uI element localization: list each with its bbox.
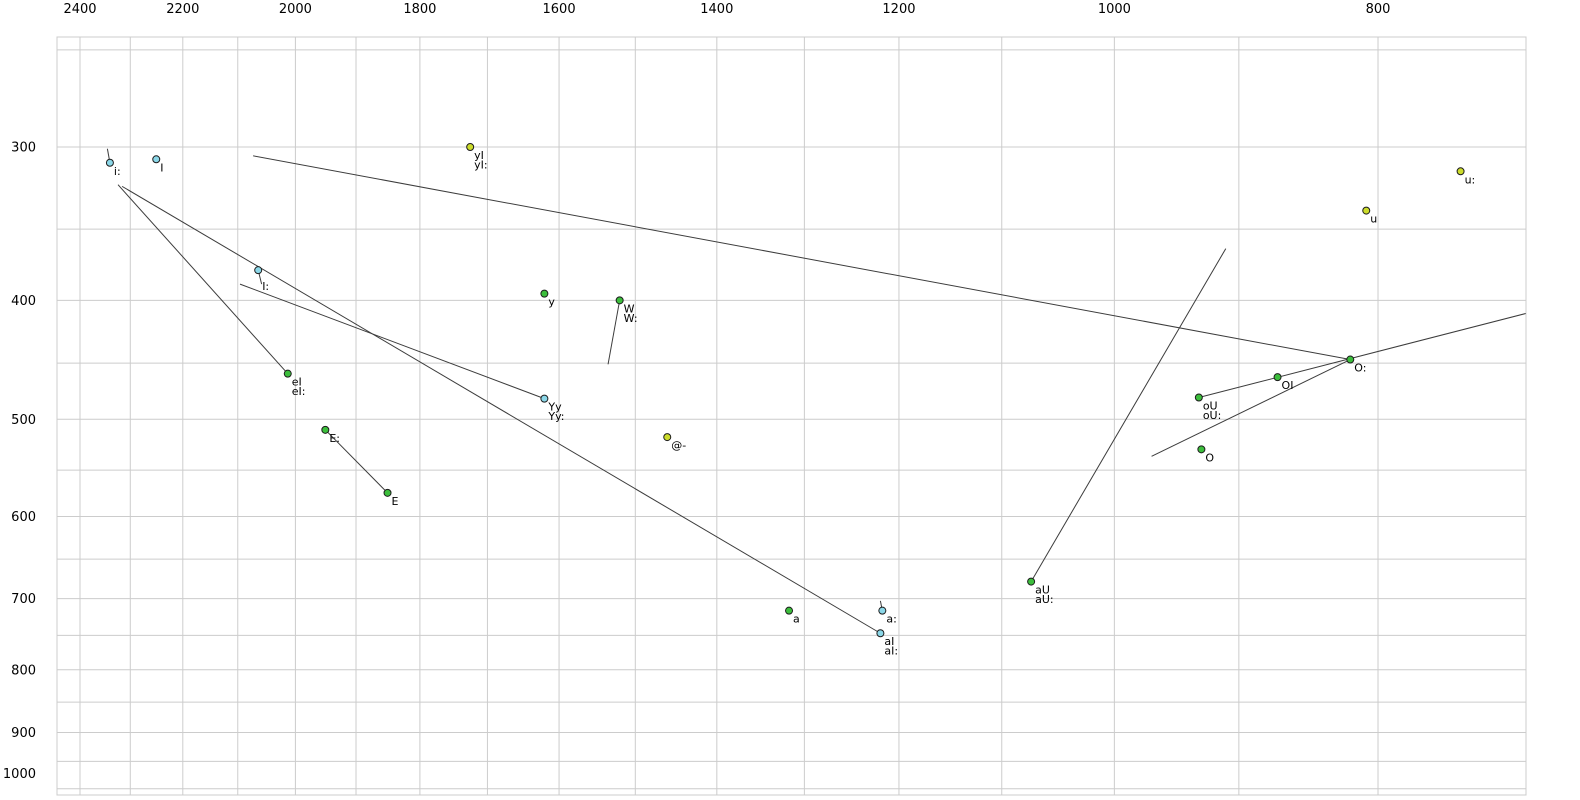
point-label: yI xyxy=(474,149,484,162)
vowel-point[interactable] xyxy=(615,296,624,305)
y-axis-tick-label: 300 xyxy=(11,141,36,156)
vowel-point[interactable] xyxy=(383,488,392,497)
x-axis-tick-label: 1400 xyxy=(700,2,733,17)
trajectory-line xyxy=(324,429,388,494)
point-label: I: xyxy=(262,280,269,293)
point-label: eI: xyxy=(292,385,306,398)
vowel-point[interactable] xyxy=(105,158,114,167)
point-label: aI xyxy=(884,635,894,648)
point-label: y xyxy=(548,296,555,309)
vowel-point[interactable] xyxy=(152,155,161,164)
point-label: i: xyxy=(114,165,121,178)
y-axis-tick-label: 1000 xyxy=(3,767,36,782)
trajectory-line xyxy=(117,184,289,375)
y-axis-tick-label: 700 xyxy=(11,592,36,607)
y-axis-tick-label: 500 xyxy=(11,413,36,428)
point-label: OI xyxy=(1282,379,1294,392)
y-axis-tick-label: 600 xyxy=(11,510,36,525)
point-label: E xyxy=(392,495,399,508)
vowel-point[interactable] xyxy=(1456,167,1465,176)
vowel-point[interactable] xyxy=(540,289,549,298)
point-label: O: xyxy=(1354,362,1366,375)
point-label: aU: xyxy=(1035,593,1054,606)
point-label: yI: xyxy=(474,159,487,172)
trajectory-line xyxy=(1198,313,1526,398)
point-label: oU xyxy=(1203,400,1218,413)
x-axis-tick-label: 2200 xyxy=(166,2,199,17)
trajectory-line xyxy=(252,155,1351,361)
vowel-point[interactable] xyxy=(876,629,885,638)
point-label: aU xyxy=(1035,584,1050,597)
x-axis-tick-label: 2000 xyxy=(279,2,312,17)
point-label: a xyxy=(793,613,800,626)
x-axis-tick-label: 1200 xyxy=(882,2,915,17)
vowel-point[interactable] xyxy=(321,425,330,434)
trajectory-line xyxy=(1151,359,1351,457)
trajectory-line xyxy=(607,300,621,365)
point-label: a: xyxy=(886,613,896,626)
y-axis-tick-label: 800 xyxy=(11,663,36,678)
vowel-point[interactable] xyxy=(663,433,672,442)
point-label: I xyxy=(160,161,163,174)
point-label: Yy xyxy=(547,401,562,414)
vowel-point[interactable] xyxy=(1273,373,1282,382)
x-axis-tick-label: 800 xyxy=(1366,2,1391,17)
vowel-point[interactable] xyxy=(1194,393,1203,402)
point-label: O xyxy=(1205,451,1214,464)
point-label: aI: xyxy=(884,645,898,658)
vowel-point[interactable] xyxy=(785,606,794,615)
plot-border xyxy=(56,36,1527,796)
vowel-point[interactable] xyxy=(1362,206,1371,215)
y-axis-tick-label: 900 xyxy=(11,726,36,741)
vowel-point[interactable] xyxy=(1197,445,1206,454)
vowel-point[interactable] xyxy=(254,266,263,275)
x-axis-tick-label: 2400 xyxy=(63,2,96,17)
point-label: eI xyxy=(292,376,302,389)
x-axis-tick-label: 1000 xyxy=(1098,2,1131,17)
point-label: E: xyxy=(329,432,340,445)
vowel-point[interactable] xyxy=(1346,355,1355,364)
trajectory-line xyxy=(239,283,545,400)
trajectory-line xyxy=(1030,248,1227,582)
vowel-point[interactable] xyxy=(283,369,292,378)
point-label: W: xyxy=(624,312,638,325)
point-label: u: xyxy=(1465,173,1476,186)
point-label: Yy: xyxy=(547,410,564,423)
vowel-point[interactable] xyxy=(1027,577,1036,586)
x-axis-tick-label: 1600 xyxy=(543,2,576,17)
x-axis-tick-label: 1800 xyxy=(403,2,436,17)
vowel-point[interactable] xyxy=(540,394,549,403)
vowel-point[interactable] xyxy=(466,143,475,151)
y-axis-tick-label: 400 xyxy=(11,294,36,309)
vowel-point[interactable] xyxy=(878,606,887,615)
point-label: u xyxy=(1370,213,1377,226)
point-label: oU: xyxy=(1203,409,1222,422)
trajectory-line xyxy=(121,185,881,634)
point-label: W xyxy=(624,302,635,315)
point-label: @- xyxy=(671,439,686,452)
